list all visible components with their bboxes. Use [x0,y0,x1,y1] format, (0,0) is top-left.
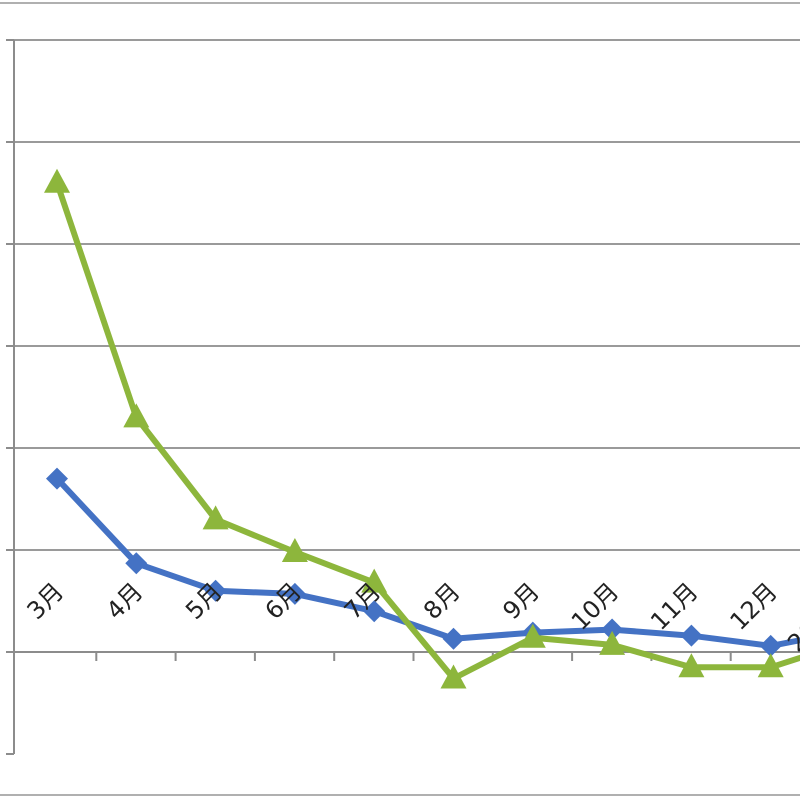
data-point-diamond [442,627,465,650]
x-tick-label: 12月 [725,577,783,635]
data-point-triangle [599,630,626,655]
series-2 [44,168,800,689]
data-point-diamond [283,582,306,605]
x-tick-label: 11月 [645,577,703,635]
x-tick-label: 3月 [22,577,70,625]
data-point-diamond [46,467,68,490]
data-point-triangle [361,568,388,593]
data-point-triangle [757,653,784,678]
data-point-triangle [202,505,229,530]
series-line [54,476,800,649]
x-tick-label: 5月 [180,577,228,625]
x-tick-label: 6月 [260,577,308,625]
data-point-triangle [440,664,467,689]
data-point-triangle [519,623,546,648]
data-point-diamond [759,634,782,657]
x-tick-label: 4月 [101,577,149,625]
data-point-triangle [44,168,70,193]
data-point-diamond [204,579,227,602]
x-tick-labels: 3月 4月 5月 6月 7月 8月 9月 10月 11月 12月 2022年 [22,577,800,657]
data-point-diamond [125,552,148,575]
data-point-triangle [123,403,150,428]
data-point-diamond [601,618,624,641]
gridlines [14,39,800,551]
series [44,168,800,689]
data-point-diamond [680,624,703,647]
x-tick-label: 8月 [418,577,466,625]
x-tick-label: 9月 [497,577,545,625]
series-1 [46,467,800,657]
data-point-triangle [281,538,308,563]
axes [6,39,800,755]
data-point-triangle [678,653,705,678]
data-point-diamond [363,600,386,623]
